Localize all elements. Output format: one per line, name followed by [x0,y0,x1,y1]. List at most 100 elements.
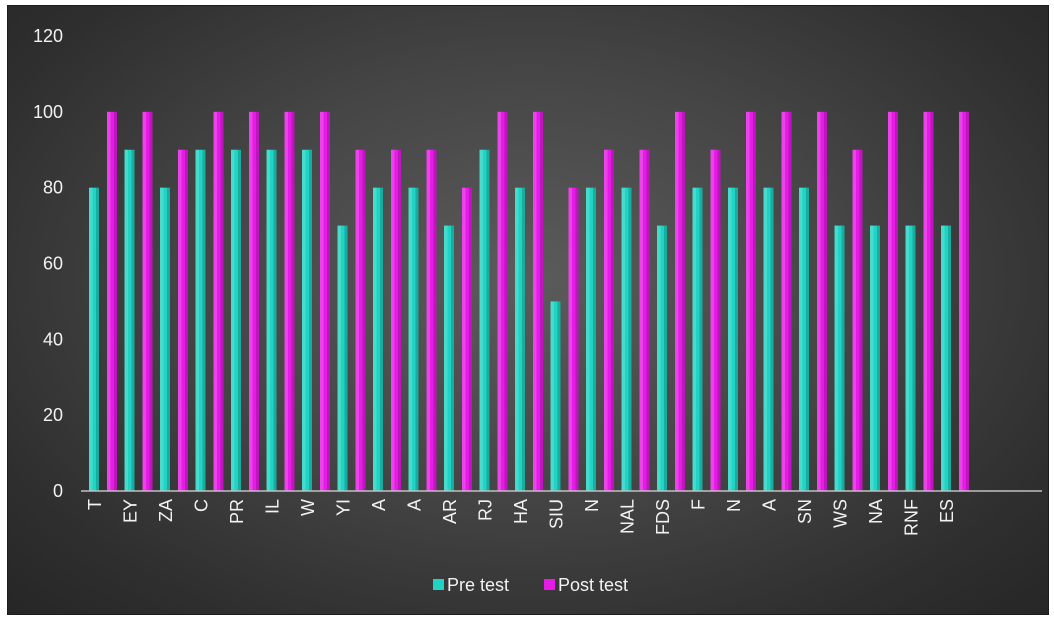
bar-shade [540,111,543,491]
bar-pre-test [763,187,774,491]
bar-shade [504,111,508,491]
bar-highlight [604,149,608,491]
bar-highlight [479,149,483,491]
bar-pre-test [231,149,241,491]
bar-post-test [639,149,650,491]
y-tick-label: 80 [43,178,63,198]
legend-swatch-pre-test [433,579,444,590]
bar-highlight [266,149,270,491]
x-tick-label: W [298,499,318,516]
bar-pre-test [302,149,312,491]
bar-highlight [373,187,377,491]
bar-shade [415,187,419,491]
bar-post-test [604,149,614,491]
bar-pre-test [444,225,454,492]
bar-shade [273,149,277,491]
bar-post-test [107,111,117,491]
y-tick-label: 100 [33,102,63,122]
bar-highlight [89,187,93,491]
bar-highlight [160,187,164,491]
bar-highlight [107,111,111,491]
bar-shade [451,225,454,492]
bar-highlight [444,225,448,492]
bar-post-test [213,111,224,491]
bar-highlight [142,111,146,491]
bar-pre-test [408,187,419,491]
y-tick-label: 40 [43,329,63,349]
bar-post-test [959,111,969,491]
x-tick-label: YI [334,499,354,516]
bar-highlight [515,187,519,491]
bar-highlight [586,187,590,491]
bar-highlight [426,149,430,491]
bar-highlight [870,225,874,492]
bar-shade [682,111,685,491]
x-tick-label: ZA [156,499,176,522]
bar-highlight [888,111,892,491]
bar-pre-test [834,225,845,492]
bar-post-test [852,149,863,491]
legend: Pre test Post test [433,575,628,595]
bar-post-test [568,187,579,491]
x-tick-label: A [760,499,780,511]
bar-shade [167,187,170,491]
bar-shade [309,149,312,491]
bar-shade [575,187,579,491]
bar-shade [557,301,561,491]
bar-shade [877,225,880,492]
bar-highlight [178,149,182,491]
x-tick-label: EY [121,499,141,523]
bar-shade [114,111,117,491]
bar-shade [131,149,135,491]
bar-shade [433,149,437,491]
bar-highlight [337,225,341,492]
bar-highlight [675,111,679,491]
bar-highlight [817,111,821,491]
bar-shade [238,149,241,491]
x-tick-label: NAL [618,499,638,534]
x-tick-label: SIU [547,499,567,529]
x-tick-label: AR [440,499,460,524]
bar-shade [611,149,614,491]
bar-post-test [462,187,472,491]
x-tick-label: RNF [902,499,922,536]
bar-shade [770,187,774,491]
bar-shade [149,111,153,491]
bar-highlight [941,225,945,492]
bar-highlight [905,225,909,492]
bar-post-test [888,111,898,491]
bar-shade [646,149,650,491]
bar-highlight [213,111,217,491]
bar-pre-test [160,187,170,491]
bar-post-test [533,111,543,491]
bar-shade [753,111,756,491]
bar-shade [522,187,525,491]
x-tick-label: SN [795,499,815,524]
y-tick-label: 60 [43,254,63,274]
bar-pre-test [799,187,809,491]
bar-post-test [497,111,508,491]
bar-post-test [781,111,792,491]
bar-post-test [178,149,188,491]
x-tick-label: HA [511,499,531,524]
bar-highlight [923,111,927,491]
y-tick-label: 120 [33,26,63,46]
bar-highlight [497,111,501,491]
bar-highlight [284,111,288,491]
bar-highlight [302,149,306,491]
bar-pre-test [621,187,632,491]
x-tick-label: T [85,499,105,510]
bar-shade [824,111,827,491]
bar-shade [788,111,792,491]
bar-highlight [799,187,803,491]
bar-chart: 0 20 40 60 80 100 120 T EY ZA C PR IL W YI A A AR RJ HA SIU… [33,26,1042,595]
bar-pre-test [124,149,135,491]
x-tick-label: PR [227,499,247,524]
bar-shade [966,111,969,491]
bar-pre-test [550,301,561,491]
bar-shade [735,187,738,491]
bar-pre-test [657,225,667,492]
x-tick-label: C [192,499,212,512]
bar-highlight [621,187,625,491]
bar-highlight [550,301,554,491]
